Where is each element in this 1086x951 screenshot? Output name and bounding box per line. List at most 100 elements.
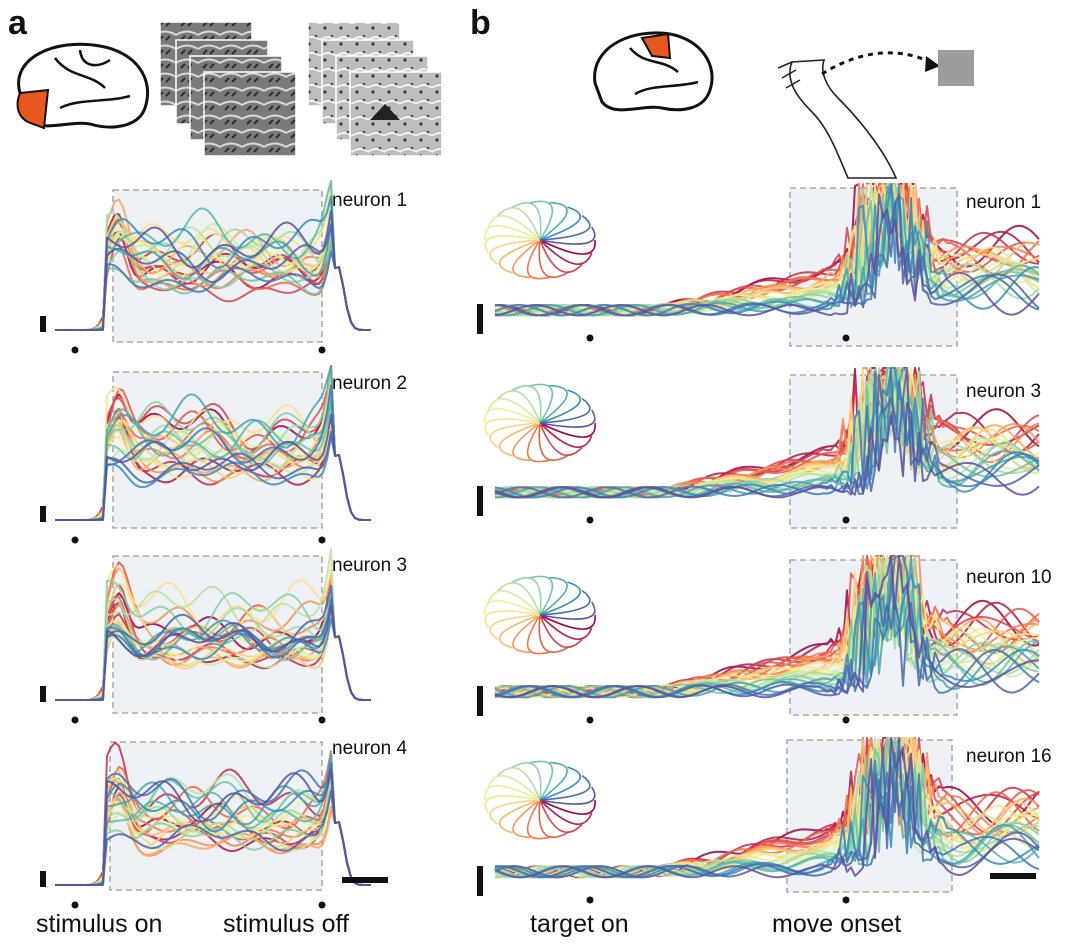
hand-path	[530, 200, 554, 241]
hand-path	[484, 408, 541, 424]
neuron-trace	[55, 789, 371, 886]
panel-a-neuron-label: neuron 3	[332, 555, 408, 576]
scale-bar	[477, 304, 483, 334]
hand-path	[530, 760, 554, 801]
hand-path	[539, 384, 568, 424]
hand-path	[539, 397, 591, 424]
fish-image-stack-icon	[159, 21, 297, 157]
neuron-trace	[55, 613, 371, 701]
event-dot	[71, 346, 79, 354]
panel-b-neuron-label: neuron 10	[966, 567, 1052, 588]
scale-bar	[477, 686, 483, 716]
neuron-trace	[494, 401, 1040, 499]
neuron-trace	[55, 754, 371, 886]
hand-path	[489, 799, 541, 826]
hand-path	[539, 422, 596, 438]
hand-path	[484, 610, 541, 629]
hand-path	[539, 389, 581, 424]
hand-path	[526, 239, 550, 280]
panel-a-neuron-label: neuron 4	[332, 738, 408, 759]
hand-path	[487, 398, 541, 424]
stimulus-off-label: stimulus off	[223, 910, 349, 938]
hand-path	[539, 226, 596, 245]
hand-path	[489, 614, 541, 641]
neuron-trace	[55, 413, 371, 521]
hand-path	[538, 239, 568, 278]
hand-path	[538, 422, 568, 461]
hand-path	[489, 239, 541, 266]
hand-path	[539, 589, 591, 616]
reaching-arm-icon	[777, 51, 940, 179]
panel-label-b: b	[470, 4, 491, 42]
scale-bar	[40, 686, 46, 702]
panel-b-neuron-label: neuron 1	[966, 192, 1042, 213]
neuron-trace	[494, 569, 1040, 699]
hand-path	[512, 799, 541, 839]
neuron-trace	[55, 741, 371, 886]
hand-path	[512, 614, 541, 654]
event-dot	[318, 901, 326, 909]
neuron-trace	[494, 739, 1040, 879]
panel-b-neuron-label: neuron 16	[966, 746, 1052, 767]
hand-path	[539, 422, 583, 457]
hand-path	[538, 614, 568, 653]
event-dot	[842, 334, 850, 342]
scale-bar	[40, 871, 46, 887]
hand-path	[484, 418, 541, 437]
hand-path	[539, 576, 568, 616]
neuron-trace	[55, 768, 371, 886]
hand-path	[512, 577, 542, 616]
hand-path	[489, 422, 541, 449]
event-dot	[71, 716, 79, 724]
neuron-trace	[494, 737, 1040, 879]
hand-path	[484, 795, 541, 814]
event-dot	[842, 516, 850, 524]
event-dot	[586, 896, 594, 904]
hand-path	[539, 409, 596, 428]
neuron-trace	[55, 365, 371, 521]
panel-a-neuron-label: neuron 2	[332, 373, 408, 394]
hand-path	[539, 786, 596, 805]
neuron-trace	[55, 598, 371, 701]
neuron-trace	[494, 193, 1040, 317]
panel-a-neuron-label: neuron 1	[332, 190, 408, 211]
neuron-trace	[55, 384, 371, 521]
scale-bar	[477, 866, 483, 896]
neuron-trace	[55, 762, 371, 886]
event-dot	[318, 346, 326, 354]
event-dot	[586, 334, 594, 342]
neuron-trace	[55, 365, 371, 521]
hand-path	[539, 422, 593, 448]
neuron-trace	[494, 570, 1040, 699]
neuron-trace	[55, 753, 371, 886]
neuron-trace	[55, 617, 371, 701]
hand-path	[539, 766, 581, 801]
hand-path	[539, 761, 568, 801]
stimulus-on-label: stimulus on	[36, 910, 163, 938]
event-dot	[71, 536, 79, 544]
hand-path	[487, 215, 541, 241]
hand-path	[539, 239, 596, 255]
hand-path	[512, 762, 542, 801]
neuron-trace	[55, 579, 371, 701]
hand-path	[484, 600, 541, 616]
hand-path	[526, 614, 550, 655]
scale-bar	[40, 506, 46, 522]
hand-path	[539, 799, 593, 825]
hand-path	[497, 389, 541, 424]
neuron-trace	[55, 209, 371, 331]
event-dot	[318, 716, 326, 724]
move-onset-label: move onset	[772, 910, 902, 938]
event-dot	[842, 716, 850, 724]
hand-path	[512, 239, 541, 279]
hand-path	[487, 590, 541, 616]
lion-image-stack-icon	[307, 21, 443, 157]
hand-path	[539, 239, 583, 274]
neuron-trace	[494, 555, 1040, 699]
brain-motor-cortex-icon	[593, 31, 714, 112]
neuron-trace	[55, 605, 371, 701]
neuron-trace	[55, 777, 371, 886]
hand-path	[512, 422, 541, 462]
hand-path	[484, 235, 541, 254]
